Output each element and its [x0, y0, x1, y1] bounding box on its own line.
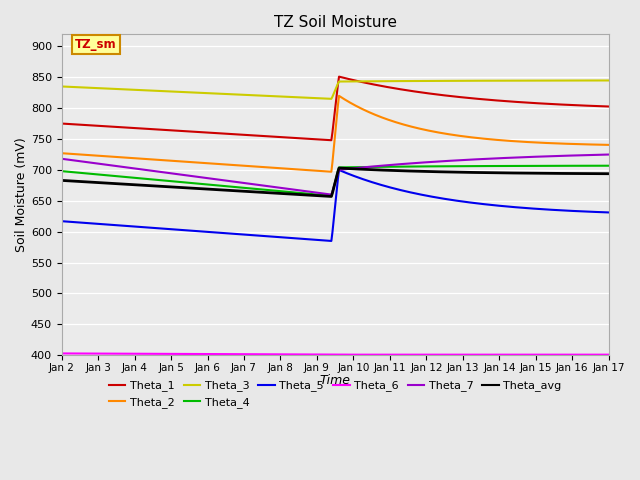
Line: Theta_6: Theta_6	[61, 353, 609, 355]
Theta_7	[317, 191, 325, 196]
Theta_avg	[386, 168, 394, 173]
Theta_2	[356, 105, 364, 111]
Theta_5	[605, 210, 612, 216]
Theta_6	[321, 352, 328, 358]
Theta_1	[328, 137, 335, 143]
Theta_7	[321, 191, 328, 197]
Theta_5	[321, 238, 328, 243]
Theta_3	[355, 78, 363, 84]
Theta_4	[58, 168, 65, 174]
Theta_7	[508, 155, 515, 161]
Theta_2	[594, 142, 602, 147]
Theta_4	[593, 163, 600, 168]
Theta_avg	[317, 193, 325, 199]
Theta_7	[385, 162, 392, 168]
X-axis label: Time: Time	[320, 374, 351, 387]
Theta_3	[593, 78, 600, 84]
Theta_avg	[321, 193, 328, 199]
Theta_1	[594, 103, 602, 109]
Line: Theta_5: Theta_5	[61, 170, 609, 241]
Legend: Theta_1, Theta_2, Theta_3, Theta_4, Theta_5, Theta_6, Theta_7, Theta_avg: Theta_1, Theta_2, Theta_3, Theta_4, Thet…	[104, 376, 566, 412]
Line: Theta_3: Theta_3	[61, 81, 609, 99]
Theta_2	[328, 169, 335, 175]
Theta_3	[317, 96, 325, 101]
Theta_1	[321, 137, 328, 143]
Theta_5	[328, 238, 335, 244]
Theta_4	[605, 163, 612, 168]
Theta_4	[321, 192, 328, 198]
Theta_4	[508, 163, 515, 169]
Theta_6	[328, 352, 336, 358]
Theta_1	[605, 104, 612, 109]
Theta_6	[317, 352, 325, 358]
Line: Theta_2: Theta_2	[61, 96, 609, 172]
Text: TZ_sm: TZ_sm	[76, 38, 117, 51]
Theta_4	[355, 164, 363, 170]
Theta_avg	[356, 166, 364, 172]
Theta_5	[508, 204, 516, 210]
Theta_3	[328, 96, 335, 102]
Theta_4	[328, 193, 335, 199]
Theta_2	[317, 168, 325, 174]
Theta_4	[317, 192, 325, 198]
Theta_3	[385, 78, 392, 84]
Theta_6	[355, 352, 363, 358]
Title: TZ Soil Moisture: TZ Soil Moisture	[274, 15, 397, 30]
Theta_avg	[335, 165, 343, 171]
Theta_5	[356, 175, 364, 181]
Theta_2	[58, 150, 65, 156]
Theta_2	[508, 138, 516, 144]
Theta_5	[386, 184, 394, 190]
Theta_3	[508, 78, 515, 84]
Theta_7	[328, 192, 335, 197]
Line: Theta_4: Theta_4	[61, 166, 609, 196]
Theta_1	[386, 84, 394, 90]
Theta_2	[605, 142, 612, 148]
Line: Theta_1: Theta_1	[61, 77, 609, 140]
Line: Theta_avg: Theta_avg	[61, 168, 609, 196]
Theta_3	[321, 96, 328, 101]
Theta_2	[335, 93, 343, 99]
Theta_5	[317, 237, 325, 243]
Theta_1	[356, 79, 364, 84]
Theta_5	[335, 167, 343, 173]
Theta_7	[605, 152, 612, 157]
Theta_7	[593, 152, 600, 158]
Theta_1	[335, 74, 343, 80]
Theta_avg	[508, 170, 516, 176]
Theta_5	[594, 209, 602, 215]
Theta_2	[321, 168, 328, 174]
Theta_6	[58, 350, 65, 356]
Theta_4	[385, 164, 392, 169]
Theta_6	[508, 352, 515, 358]
Theta_2	[386, 117, 394, 123]
Theta_7	[355, 165, 363, 171]
Theta_avg	[594, 171, 602, 177]
Line: Theta_7: Theta_7	[61, 155, 609, 194]
Theta_avg	[328, 193, 335, 199]
Theta_1	[317, 137, 325, 143]
Theta_avg	[605, 171, 612, 177]
Theta_7	[58, 156, 65, 162]
Y-axis label: Soil Moisture (mV): Soil Moisture (mV)	[15, 137, 28, 252]
Theta_3	[58, 84, 65, 89]
Theta_6	[385, 352, 392, 358]
Theta_avg	[58, 178, 65, 183]
Theta_6	[593, 352, 600, 358]
Theta_1	[508, 99, 516, 105]
Theta_3	[605, 78, 612, 84]
Theta_1	[58, 120, 65, 126]
Theta_5	[58, 218, 65, 224]
Theta_6	[605, 352, 612, 358]
